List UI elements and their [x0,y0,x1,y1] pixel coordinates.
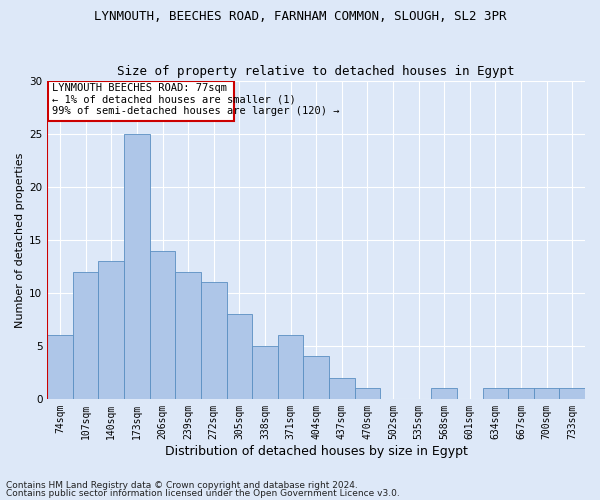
Text: LYNMOUTH BEECHES ROAD: 77sqm
← 1% of detached houses are smaller (1)
99% of semi: LYNMOUTH BEECHES ROAD: 77sqm ← 1% of det… [52,82,339,116]
Bar [278,336,304,399]
Bar [73,272,98,399]
Bar [329,378,355,399]
Bar [431,388,457,399]
Bar [482,388,508,399]
Title: Size of property relative to detached houses in Egypt: Size of property relative to detached ho… [118,66,515,78]
Bar [252,346,278,399]
Text: Contains public sector information licensed under the Open Government Licence v3: Contains public sector information licen… [6,488,400,498]
Y-axis label: Number of detached properties: Number of detached properties [15,152,25,328]
Bar [201,282,227,399]
Bar [534,388,559,399]
Bar [150,250,175,399]
X-axis label: Distribution of detached houses by size in Egypt: Distribution of detached houses by size … [165,444,467,458]
Bar [355,388,380,399]
Bar [508,388,534,399]
Text: Contains HM Land Registry data © Crown copyright and database right 2024.: Contains HM Land Registry data © Crown c… [6,481,358,490]
Bar [559,388,585,399]
Text: LYNMOUTH, BEECHES ROAD, FARNHAM COMMON, SLOUGH, SL2 3PR: LYNMOUTH, BEECHES ROAD, FARNHAM COMMON, … [94,10,506,23]
Bar [304,356,329,399]
Bar [175,272,201,399]
FancyBboxPatch shape [48,81,234,122]
Bar [124,134,150,399]
Bar [47,336,73,399]
Bar [98,261,124,399]
Bar [227,314,252,399]
